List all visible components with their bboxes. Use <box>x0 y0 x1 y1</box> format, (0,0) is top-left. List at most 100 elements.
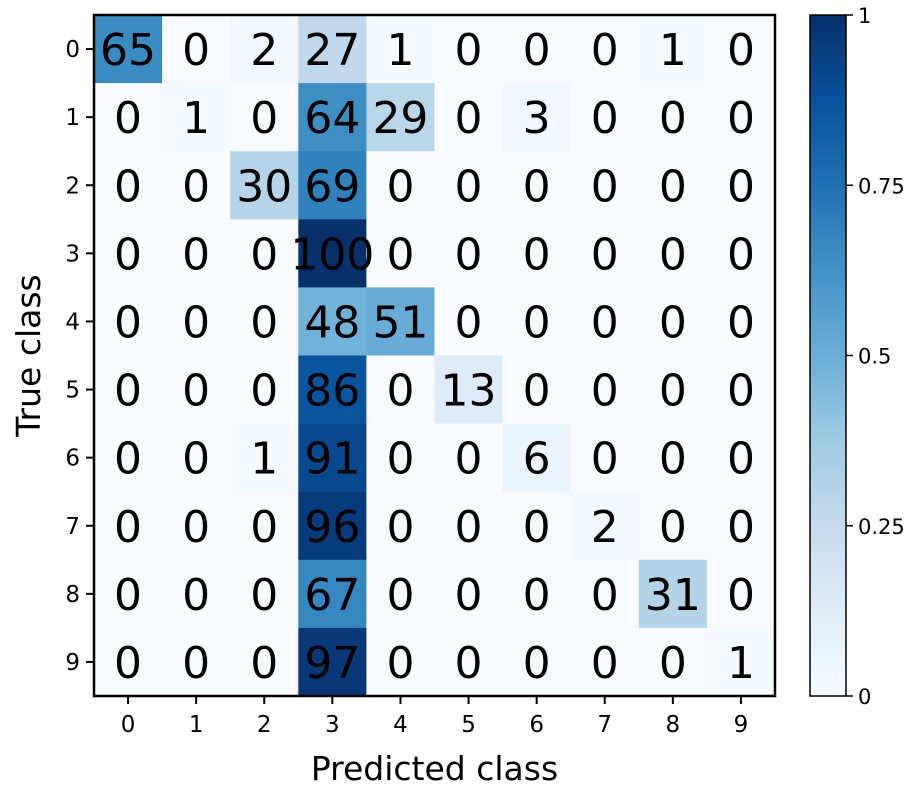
heatmap-cell <box>638 287 708 356</box>
heatmap-cell <box>366 355 435 425</box>
cell-value-label: 0 <box>591 366 619 417</box>
heatmap-cell <box>366 423 435 493</box>
cell-value-label: 0 <box>455 229 483 280</box>
heatmap-cell <box>298 219 367 288</box>
cell-value-label: 96 <box>304 502 360 553</box>
cell-value-label: 0 <box>114 502 142 553</box>
heatmap-cell <box>570 219 640 288</box>
x-tick-label: 2 <box>257 712 272 738</box>
heatmap-cell <box>230 151 299 220</box>
cell-value-label: 0 <box>591 434 619 485</box>
cell-value-label: 0 <box>591 161 619 212</box>
heatmap-cell-labels: 65 0 2 27 1 0 0 0 1 00 1 0 64 29 0 3 0 0 00 0 30 69 0 0 0 0 0 00 0 0 1… <box>100 25 755 689</box>
heatmap-cell <box>298 15 367 84</box>
heatmap-cell <box>366 83 435 152</box>
cell-value-label: 86 <box>304 366 360 417</box>
cell-value-label: 0 <box>250 366 278 417</box>
heatmap-cell <box>366 287 435 356</box>
cell-value-label: 1 <box>386 25 414 76</box>
heatmap-cell <box>94 627 163 697</box>
heatmap-cell <box>570 559 640 629</box>
cell-value-label: 0 <box>250 502 278 553</box>
heatmap-cell <box>162 151 231 220</box>
heatmap-cell <box>638 83 708 152</box>
heatmap-cell <box>366 491 435 561</box>
heatmap-cell <box>94 355 163 425</box>
cell-value-label: 51 <box>372 297 428 348</box>
heatmap-cell <box>434 491 504 561</box>
heatmap-cell <box>162 423 231 493</box>
colorbar-tick-label: 0.75 <box>858 174 905 198</box>
heatmap-cell <box>230 423 299 493</box>
cell-value-label: 0 <box>250 297 278 348</box>
x-tick-label: 0 <box>121 712 136 738</box>
heatmap-cell <box>230 491 299 561</box>
cell-value-label: 100 <box>290 229 374 280</box>
cell-value-label: 0 <box>659 229 687 280</box>
cell-value-label: 97 <box>304 638 360 689</box>
x-tick-label: 4 <box>393 712 408 738</box>
cell-value-label: 0 <box>727 229 755 280</box>
y-tick-label: 5 <box>65 378 80 404</box>
colorbar-tick-label: 0.25 <box>858 515 905 539</box>
cell-value-label: 0 <box>455 297 483 348</box>
heatmap-cell <box>366 151 435 220</box>
heatmap-cell <box>638 151 708 220</box>
cell-value-label: 0 <box>386 366 414 417</box>
heatmap-cell <box>502 491 572 561</box>
heatmap-cell <box>638 423 708 493</box>
heatmap-cell <box>162 355 231 425</box>
cell-value-label: 0 <box>727 434 755 485</box>
heatmap-cell <box>162 15 231 84</box>
heatmap-cell <box>638 491 708 561</box>
cell-value-label: 2 <box>591 502 619 553</box>
cell-value-label: 0 <box>591 638 619 689</box>
cell-value-label: 0 <box>182 502 210 553</box>
heatmap-cell <box>298 287 367 356</box>
y-tick-label: 3 <box>65 241 80 267</box>
heatmap-cell <box>434 15 504 84</box>
cell-value-label: 0 <box>727 502 755 553</box>
x-tick-label: 5 <box>461 712 476 738</box>
heatmap-cell <box>434 559 504 629</box>
heatmap-cell <box>298 559 367 629</box>
x-tick-label: 6 <box>529 712 544 738</box>
x-tick-label: 3 <box>325 712 340 738</box>
cell-value-label: 0 <box>523 297 551 348</box>
heatmap-cell <box>502 15 572 84</box>
cell-value-label: 0 <box>114 93 142 144</box>
cell-value-label: 0 <box>182 638 210 689</box>
heatmap-cell <box>94 287 163 356</box>
colorbar-tick-label: 0.5 <box>858 345 891 369</box>
cell-value-label: 30 <box>236 161 292 212</box>
y-tick-label: 2 <box>65 173 80 199</box>
cell-value-label: 0 <box>455 570 483 621</box>
heatmap-cell <box>162 491 231 561</box>
heatmap-cell <box>298 151 367 220</box>
x-tick-label: 8 <box>666 712 681 738</box>
y-tick-label: 4 <box>65 309 80 335</box>
heatmap-cell <box>366 219 435 288</box>
cell-value-label: 0 <box>523 570 551 621</box>
heatmap-cell <box>502 151 572 220</box>
cell-value-label: 0 <box>659 502 687 553</box>
cell-value-label: 0 <box>727 161 755 212</box>
x-axis-ticks: 0 1 2 3 4 5 6 7 8 9 <box>121 696 748 738</box>
heatmap-cell <box>502 219 572 288</box>
cell-value-label: 0 <box>386 161 414 212</box>
heatmap-cell <box>298 491 367 561</box>
cell-value-label: 0 <box>455 161 483 212</box>
heatmap-cell <box>162 559 231 629</box>
cell-value-label: 0 <box>455 93 483 144</box>
cell-value-label: 0 <box>727 25 755 76</box>
x-tick-label: 7 <box>597 712 612 738</box>
cell-value-label: 0 <box>455 434 483 485</box>
heatmap-cell <box>366 15 435 84</box>
heatmap-cell <box>230 83 299 152</box>
cell-value-label: 0 <box>250 570 278 621</box>
y-axis-ticks: 0 1 2 3 4 5 6 7 8 9 <box>65 37 94 676</box>
cell-value-label: 0 <box>727 570 755 621</box>
heatmap-cell <box>94 491 163 561</box>
cell-value-label: 0 <box>727 297 755 348</box>
